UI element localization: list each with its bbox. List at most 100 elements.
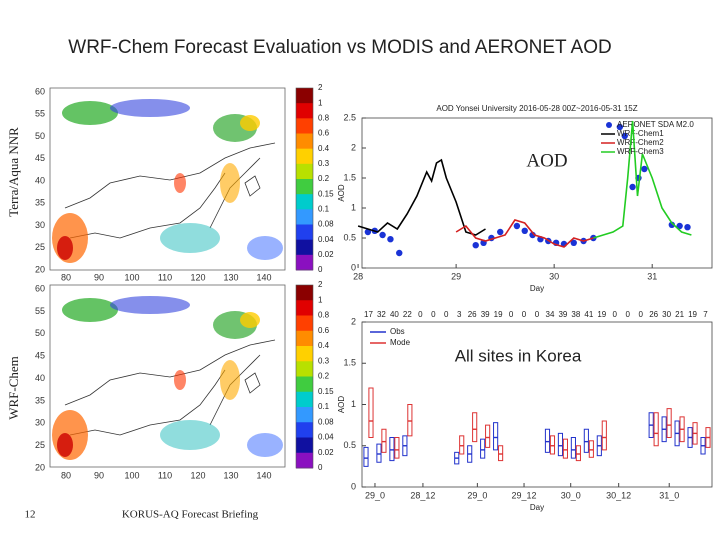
colorbar-label: 0.15 — [318, 387, 334, 396]
colorbar-segment — [296, 391, 313, 408]
y-tick-label: 1 — [351, 399, 356, 409]
box — [570, 437, 576, 459]
lon-tick-label: 140 — [256, 272, 271, 282]
data-point — [570, 239, 577, 246]
count-label: 19 — [597, 310, 606, 319]
legend-label: Obs — [390, 327, 405, 336]
data-point — [641, 165, 648, 173]
box — [368, 387, 374, 438]
colorbar-segment — [296, 224, 313, 241]
count-label: 38 — [571, 310, 580, 319]
colorbar-label: 0.04 — [318, 433, 334, 442]
lat-tick-label: 25 — [35, 242, 45, 252]
footer-text: KORUS-AQ Forecast Briefing — [122, 509, 259, 521]
box — [601, 420, 607, 451]
lon-tick-label: 140 — [256, 470, 271, 480]
colorbar-segment — [296, 254, 313, 271]
colorbar-segment — [296, 361, 313, 377]
count-label: 0 — [638, 310, 643, 319]
colorbar-label: 0.2 — [318, 174, 330, 183]
x-tick-label: 29_0 — [467, 490, 487, 500]
colorbar-segment — [296, 179, 313, 195]
x-tick-label: 30_12 — [606, 490, 631, 500]
colorbar-segment — [296, 88, 313, 104]
x-tick-label: 29 — [451, 271, 461, 281]
lat-tick-label: 40 — [35, 373, 45, 383]
lat-tick-label: 55 — [35, 306, 45, 316]
lat-tick-label: 50 — [35, 328, 45, 338]
map — [49, 284, 286, 468]
y-tick-label: 1.5 — [343, 172, 356, 182]
y-tick-label: 1.5 — [343, 358, 356, 368]
data-point — [472, 242, 479, 249]
box — [376, 443, 382, 463]
colorbar-label: 0.02 — [318, 448, 334, 457]
colorbar-segment — [296, 300, 313, 316]
data-point — [616, 123, 624, 131]
colorbar-segment — [296, 148, 313, 165]
colorbar-label: 0 — [318, 463, 323, 472]
data-point — [379, 231, 386, 239]
lat-tick-label: 30 — [35, 220, 45, 230]
x-axis-label: Day — [530, 503, 544, 512]
count-label: 41 — [584, 310, 593, 319]
data-point — [497, 228, 504, 236]
count-label: 32 — [377, 310, 386, 319]
x-tick-label: 28 — [353, 271, 363, 281]
y-tick-label: 0.5 — [343, 440, 356, 450]
data-line — [357, 158, 486, 236]
lon-tick-label: 130 — [223, 470, 238, 480]
y-tick-label: 0.5 — [343, 232, 356, 242]
x-tick-label: 29_12 — [512, 490, 537, 500]
lat-tick-label: 20 — [35, 264, 45, 274]
lon-tick-label: 110 — [158, 470, 172, 480]
lat-tick-label: 35 — [35, 395, 45, 405]
box — [557, 432, 564, 457]
data-point — [387, 236, 394, 243]
colorbar-segment — [296, 118, 313, 134]
data-line — [455, 219, 594, 248]
lat-tick-label: 50 — [35, 131, 45, 141]
box — [480, 438, 486, 459]
colorbar-label: 0.6 — [318, 326, 330, 335]
count-label: 0 — [418, 310, 423, 319]
box — [544, 428, 551, 453]
colorbar-label: 0.08 — [318, 417, 334, 426]
count-label: 7 — [703, 310, 708, 319]
count-label: 40 — [390, 310, 399, 319]
box — [472, 412, 478, 443]
lat-tick-label: 35 — [35, 198, 45, 208]
count-label: 0 — [431, 310, 436, 319]
lon-tick-label: 90 — [94, 470, 104, 480]
lon-tick-label: 90 — [94, 272, 104, 282]
lat-tick-label: 30 — [35, 418, 45, 428]
lon-tick-label: 120 — [190, 470, 205, 480]
colorbar-label: 0 — [318, 265, 323, 274]
map — [49, 87, 286, 271]
colorbar-label: 0.04 — [318, 235, 334, 244]
box — [549, 435, 556, 455]
lat-tick-label: 60 — [35, 86, 45, 96]
data-point — [668, 221, 676, 228]
box — [485, 424, 491, 448]
box — [653, 412, 659, 447]
colorbar-label: 0.08 — [318, 220, 334, 229]
colorbar-label: 1 — [318, 98, 323, 107]
count-label: 17 — [364, 310, 373, 319]
box — [407, 404, 413, 437]
count-label: 19 — [688, 310, 697, 319]
x-tick-label: 31_0 — [659, 490, 679, 500]
colorbar-label: 1 — [318, 295, 323, 304]
count-label: 0 — [509, 310, 514, 319]
overlay-label: AOD — [526, 150, 567, 171]
page-number: 12 — [25, 509, 36, 521]
colorbar-label: 0.1 — [318, 204, 330, 213]
lon-tick-label: 80 — [61, 470, 71, 480]
lon-tick-label: 110 — [158, 272, 172, 282]
lon-tick-label: 100 — [124, 470, 139, 480]
count-label: 0 — [535, 310, 540, 319]
colorbar-segment — [296, 239, 313, 256]
colorbar-label: 0.4 — [318, 144, 330, 153]
x-tick-label: 28_12 — [410, 490, 435, 500]
